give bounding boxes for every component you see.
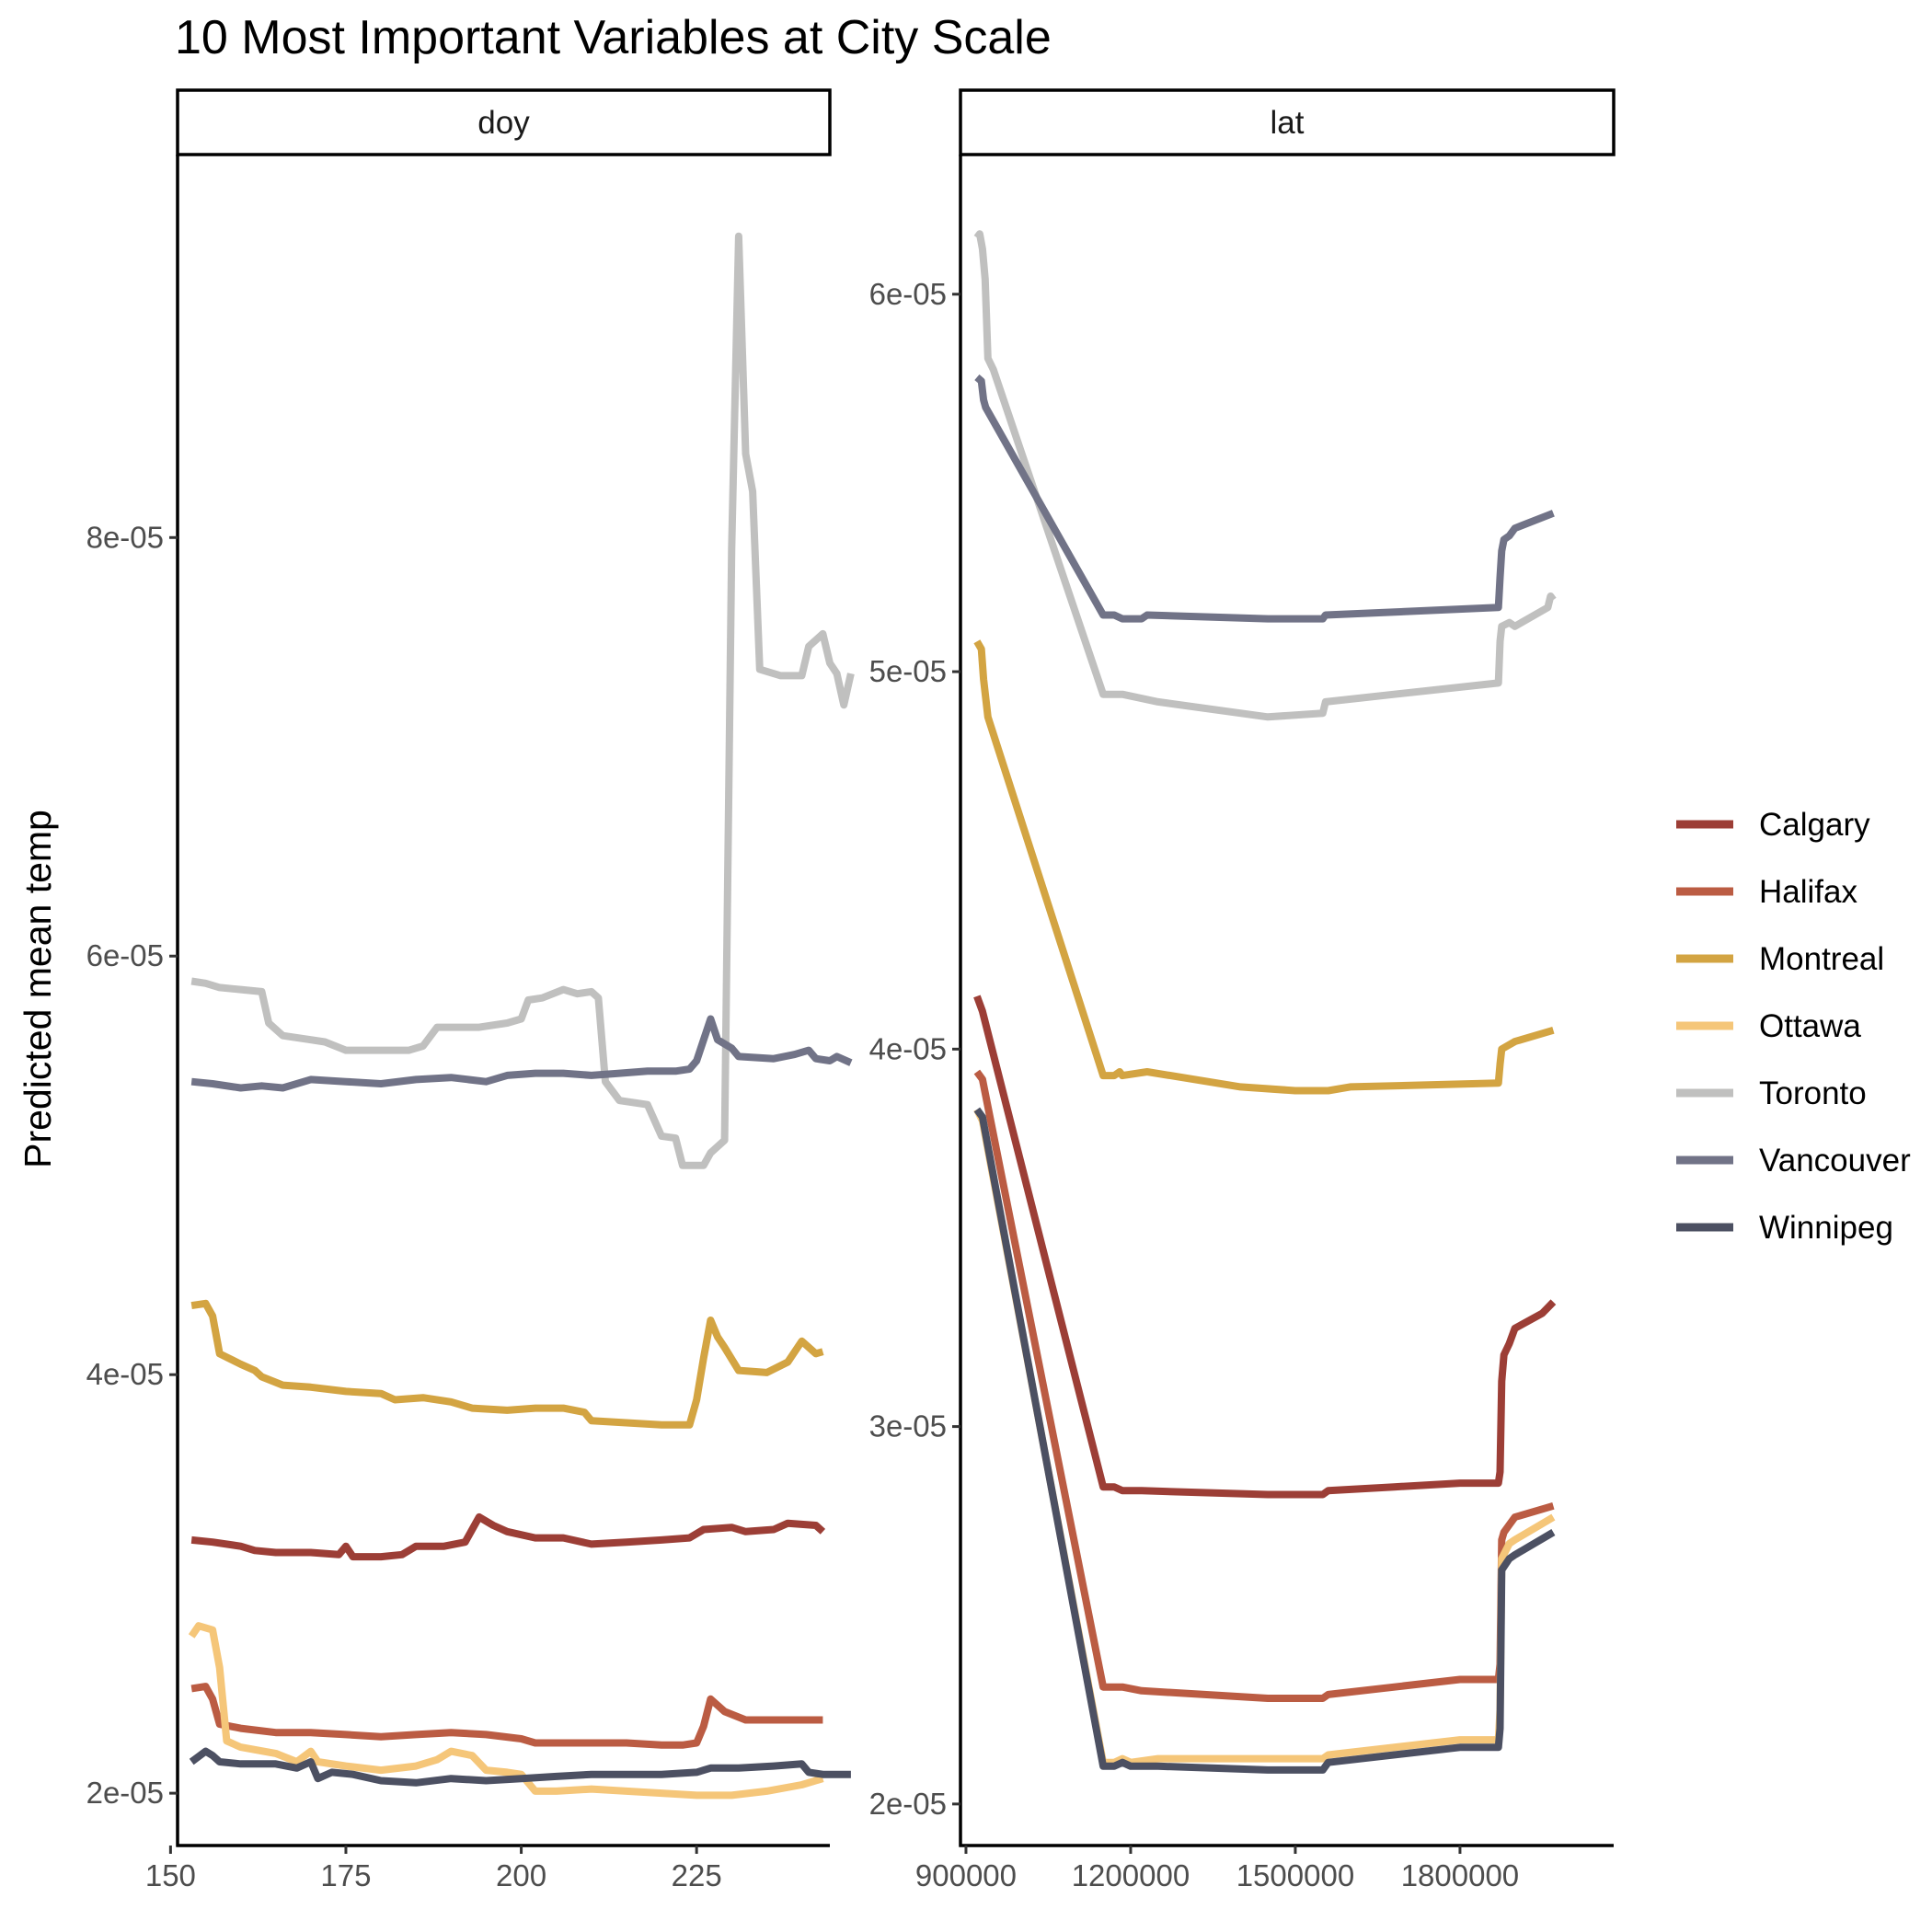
x-tick-label: 1800000 bbox=[1401, 1858, 1519, 1892]
x-tick-label: 225 bbox=[672, 1858, 722, 1892]
chart-title: 10 Most Important Variables at City Scal… bbox=[175, 11, 1052, 64]
series-line-montreal bbox=[973, 639, 1555, 1095]
series-line-ottawa bbox=[973, 1108, 1556, 1766]
series-line-vancouver bbox=[190, 1015, 853, 1092]
y-tick-label: 2e-05 bbox=[869, 1787, 947, 1821]
series-line-halifax bbox=[190, 1683, 823, 1749]
x-tick-label: 150 bbox=[145, 1858, 196, 1892]
legend-label: Winnipeg bbox=[1759, 1210, 1893, 1246]
series-line-montreal bbox=[190, 1299, 824, 1429]
legend-item-toronto: Toronto bbox=[1676, 1075, 1867, 1111]
x-tick-label: 1200000 bbox=[1072, 1858, 1190, 1892]
legend-item-montreal: Montreal bbox=[1676, 941, 1884, 977]
series-line-winnipeg bbox=[973, 1107, 1556, 1774]
legend-item-ottawa: Ottawa bbox=[1676, 1008, 1861, 1044]
x-tick-label: 1500000 bbox=[1236, 1858, 1354, 1892]
series-line-ottawa bbox=[188, 1622, 824, 1800]
legend-label: Halifax bbox=[1759, 874, 1857, 910]
series-line-halifax bbox=[973, 1069, 1555, 1702]
y-tick-label: 2e-05 bbox=[86, 1776, 164, 1810]
strip-lat bbox=[959, 88, 1616, 156]
x-tick-label: 900000 bbox=[915, 1858, 1017, 1892]
y-tick-label: 6e-05 bbox=[869, 277, 947, 311]
y-tick-label: 4e-05 bbox=[86, 1357, 164, 1391]
legend-item-halifax: Halifax bbox=[1676, 874, 1857, 910]
x-tick-label: 175 bbox=[320, 1858, 371, 1892]
legend-label: Vancouver bbox=[1759, 1143, 1911, 1179]
series-group bbox=[188, 232, 855, 1800]
y-tick-label: 6e-05 bbox=[86, 938, 164, 972]
panel-lat: lat 2e-05 3e-05 4e-05 5e-05 6e-05 900000 120000… bbox=[869, 88, 1616, 1892]
series-line-calgary bbox=[973, 995, 1557, 1499]
legend-label: Montreal bbox=[1759, 941, 1884, 977]
series-line-vancouver bbox=[974, 374, 1555, 623]
facet-panels: doy 2e-05 4e-05 6e-05 8e-05 150 175 200 225 lat 2e… bbox=[86, 88, 1616, 1892]
strip-label: doy bbox=[477, 105, 530, 141]
y-tick-label: 8e-05 bbox=[86, 520, 164, 554]
legend-item-winnipeg: Winnipeg bbox=[1676, 1210, 1893, 1246]
series-line-winnipeg bbox=[189, 1747, 851, 1787]
panel-doy: doy 2e-05 4e-05 6e-05 8e-05 150 175 200 225 bbox=[86, 88, 855, 1892]
x-tick-label: 200 bbox=[496, 1858, 546, 1892]
series-line-toronto bbox=[973, 230, 1557, 721]
series-line-calgary bbox=[190, 1512, 826, 1561]
strip-doy bbox=[176, 88, 832, 156]
strip-label: lat bbox=[1271, 105, 1305, 141]
series-line-toronto bbox=[190, 232, 855, 1169]
y-tick-label: 5e-05 bbox=[869, 654, 947, 688]
legend: Calgary Halifax Montreal Ottawa Toronto Vanco… bbox=[1676, 807, 1911, 1246]
legend-label: Toronto bbox=[1759, 1075, 1867, 1111]
series-group bbox=[973, 230, 1557, 1774]
y-tick-label: 3e-05 bbox=[869, 1409, 947, 1443]
y-tick-label: 4e-05 bbox=[869, 1031, 947, 1065]
y-axis-label: Predicted mean temp bbox=[17, 810, 59, 1168]
legend-item-vancouver: Vancouver bbox=[1676, 1143, 1911, 1179]
legend-label: Calgary bbox=[1759, 807, 1870, 843]
legend-item-calgary: Calgary bbox=[1676, 807, 1870, 843]
legend-label: Ottawa bbox=[1759, 1008, 1861, 1044]
